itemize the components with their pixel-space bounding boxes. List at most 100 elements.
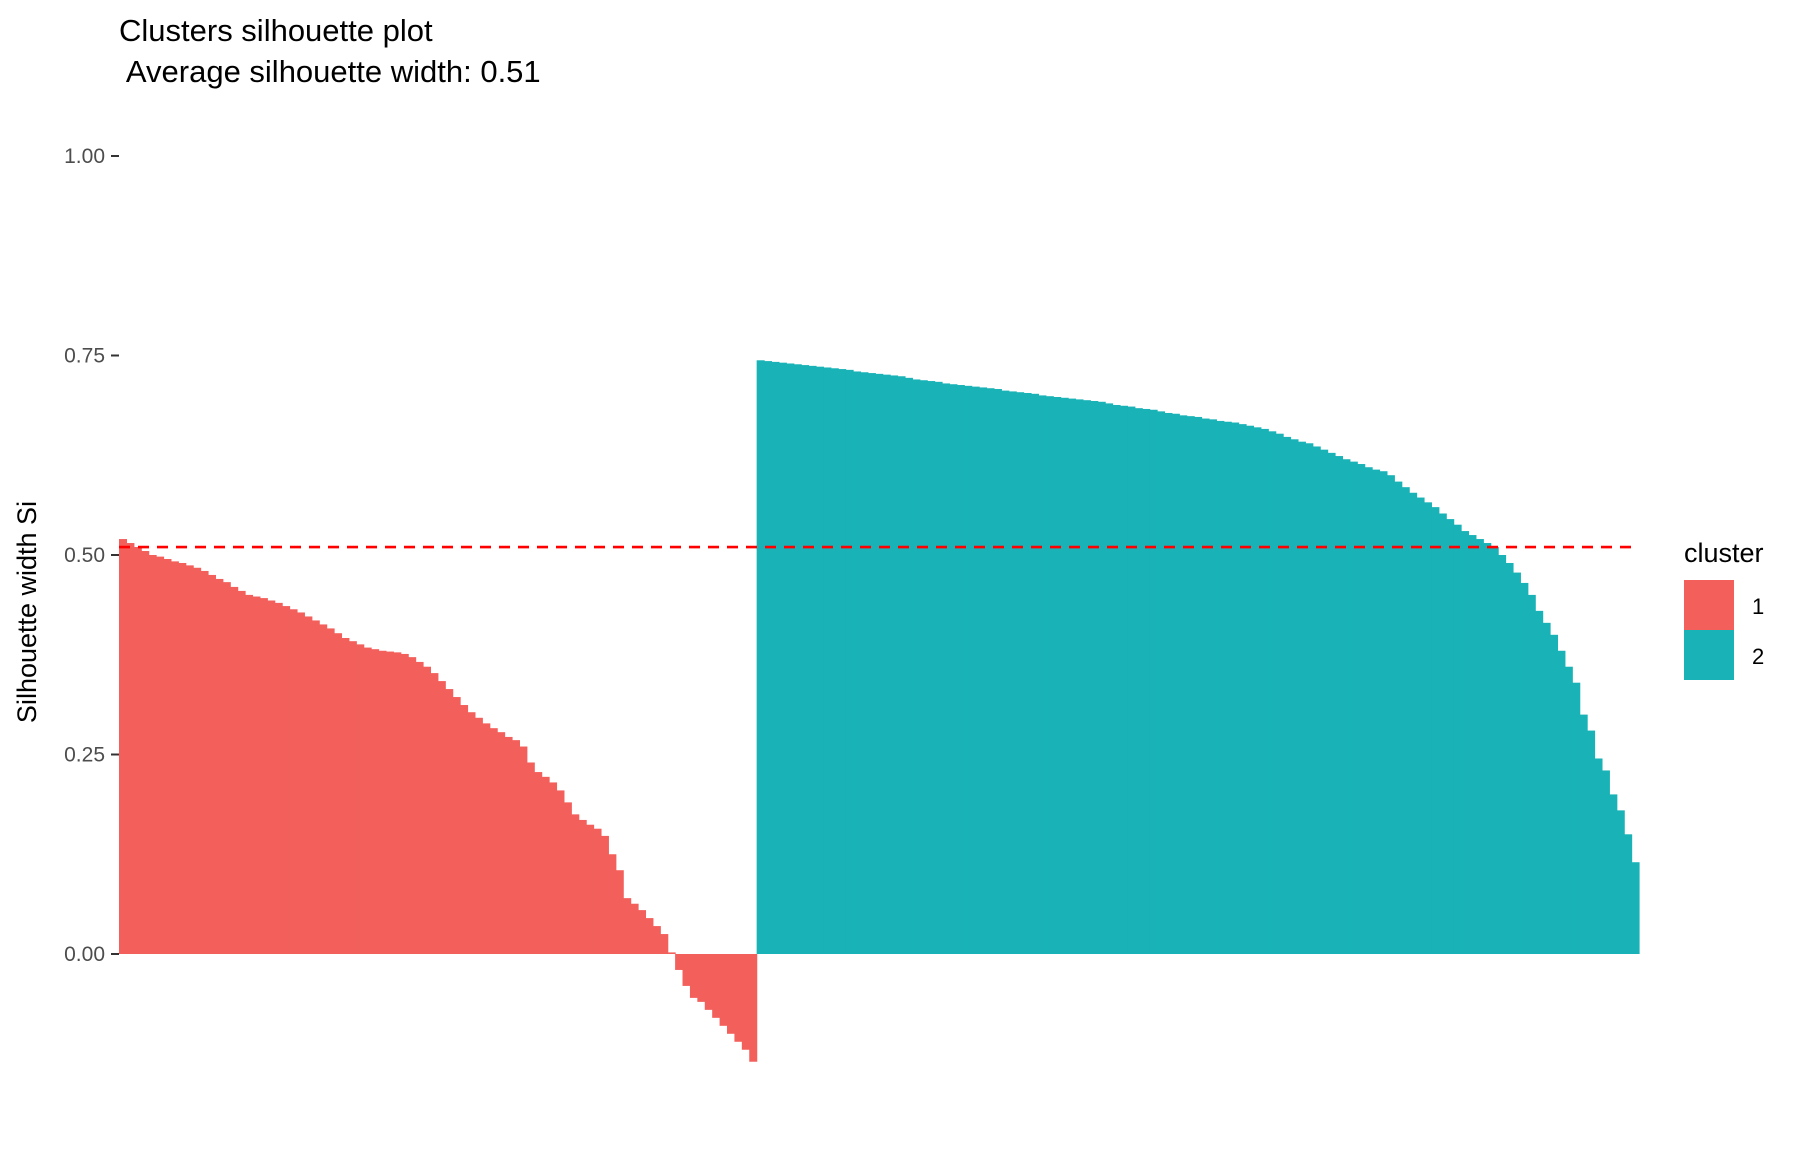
silhouette-bar-cluster-2: [1260, 428, 1269, 954]
silhouette-bar-cluster-1: [712, 954, 721, 1018]
silhouette-bar-cluster-2: [942, 383, 951, 954]
silhouette-bar-cluster-1: [489, 728, 498, 954]
silhouette-bar-cluster-2: [1068, 398, 1077, 955]
silhouette-bar-cluster-2: [1512, 572, 1521, 954]
silhouette-bar-cluster-1: [163, 558, 172, 954]
silhouette-bar-cluster-1: [178, 562, 187, 954]
chart-subtitle: Average silhouette width: 0.51: [119, 54, 541, 89]
silhouette-bar-cluster-2: [1275, 433, 1284, 954]
silhouette-bar-cluster-1: [734, 954, 743, 1042]
silhouette-bar-cluster-2: [1305, 443, 1314, 954]
silhouette-bar-cluster-2: [1564, 666, 1573, 954]
silhouette-bar-cluster-2: [1149, 409, 1158, 954]
silhouette-bar-cluster-1: [437, 681, 446, 954]
silhouette-bar-cluster-2: [875, 373, 884, 955]
silhouette-bar-cluster-2: [1112, 404, 1121, 955]
silhouette-bar-cluster-2: [830, 368, 839, 954]
silhouette-bar-cluster-1: [148, 555, 157, 954]
silhouette-bar-cluster-1: [296, 612, 305, 954]
silhouette-bar-cluster-1: [245, 594, 254, 954]
silhouette-bar-cluster-1: [415, 661, 424, 954]
silhouette-bar-cluster-1: [704, 954, 713, 1010]
silhouette-bar-cluster-1: [534, 772, 543, 954]
silhouette-bar-cluster-2: [1216, 420, 1225, 954]
silhouette-bar-cluster-2: [1468, 535, 1477, 954]
silhouette-bar-cluster-2: [1527, 594, 1536, 954]
silhouette-bar-cluster-1: [608, 854, 617, 954]
silhouette-bar-cluster-2: [1572, 682, 1581, 954]
silhouette-bar-cluster-2: [1386, 475, 1395, 954]
silhouette-bar-cluster-1: [222, 582, 231, 954]
silhouette-bar-cluster-1: [467, 712, 476, 954]
silhouette-bar-cluster-1: [571, 814, 580, 954]
y-axis: 0.00 0.25 0.50 0.75 1.00: [64, 145, 119, 966]
legend: cluster 1 2: [1684, 538, 1764, 680]
silhouette-bar-cluster-1: [423, 666, 432, 954]
silhouette-bar-cluster-1: [675, 954, 684, 970]
legend-key-2: [1684, 630, 1734, 680]
silhouette-bar-cluster-1: [586, 824, 595, 954]
silhouette-bar-cluster-2: [1053, 397, 1062, 954]
silhouette-bar-cluster-2: [934, 381, 943, 955]
silhouette-bar-cluster-2: [1535, 610, 1544, 954]
silhouette-bar-cluster-1: [200, 570, 209, 954]
silhouette-bar-cluster-2: [1290, 439, 1299, 954]
silhouette-bar-cluster-2: [1394, 481, 1403, 954]
silhouette-bar-cluster-2: [1001, 390, 1010, 954]
silhouette-bar-cluster-2: [1082, 400, 1091, 954]
silhouette-bar-cluster-2: [1031, 393, 1040, 954]
silhouette-bar-cluster-2: [1238, 424, 1247, 954]
silhouette-bar-cluster-1: [615, 870, 624, 954]
silhouette-bar-cluster-1: [630, 903, 639, 954]
silhouette-bar-cluster-1: [230, 586, 239, 954]
silhouette-bar-cluster-1: [334, 633, 343, 954]
silhouette-bar-cluster-1: [289, 609, 298, 954]
silhouette-bar-cluster-2: [1416, 497, 1425, 954]
silhouette-bar-cluster-2: [1542, 622, 1551, 954]
silhouette-bar-cluster-2: [1164, 412, 1173, 955]
silhouette-bar-cluster-2: [1379, 471, 1388, 954]
silhouette-bar-cluster-2: [1179, 415, 1188, 955]
silhouette-bar-cluster-2: [1119, 405, 1128, 954]
silhouette-bar-cluster-2: [1134, 408, 1143, 954]
silhouette-bar-cluster-2: [1587, 730, 1596, 954]
silhouette-bar-cluster-2: [1498, 555, 1507, 954]
silhouette-bar-cluster-1: [267, 600, 276, 954]
silhouette-bar-cluster-1: [482, 723, 491, 954]
silhouette-bar-cluster-2: [1579, 714, 1588, 954]
legend-label-2: 2: [1752, 644, 1764, 669]
silhouette-bar-cluster-2: [1312, 446, 1321, 954]
silhouette-bar-cluster-2: [1520, 582, 1529, 954]
silhouette-bar-cluster-2: [1557, 650, 1566, 954]
bars-layer: [119, 360, 1640, 1062]
silhouette-bar-cluster-1: [519, 746, 528, 954]
silhouette-bar-cluster-2: [1624, 834, 1633, 954]
y-tick-label: 1.00: [64, 145, 105, 168]
silhouette-bar-cluster-1: [185, 565, 194, 954]
silhouette-bar-cluster-2: [1490, 547, 1499, 954]
silhouette-bar-cluster-2: [1475, 539, 1484, 954]
silhouette-bar-cluster-2: [1223, 421, 1232, 955]
silhouette-bar-cluster-2: [1357, 464, 1366, 954]
silhouette-bar-cluster-2: [986, 388, 995, 955]
silhouette-bar-cluster-2: [1446, 519, 1455, 954]
silhouette-bar-cluster-1: [541, 776, 550, 954]
silhouette-bar-cluster-1: [682, 954, 691, 986]
silhouette-bar-cluster-1: [170, 561, 179, 954]
silhouette-bar-cluster-2: [1023, 393, 1032, 954]
silhouette-bar-cluster-1: [133, 547, 142, 954]
silhouette-bar-cluster-2: [1342, 459, 1351, 954]
silhouette-bar-cluster-2: [1246, 425, 1255, 955]
silhouette-bar-cluster-1: [578, 819, 587, 954]
silhouette-bar-cluster-2: [1253, 427, 1262, 954]
silhouette-bar-cluster-1: [356, 644, 365, 954]
silhouette-bar-cluster-1: [452, 697, 461, 954]
silhouette-bar-cluster-1: [727, 954, 736, 1034]
silhouette-bar-cluster-1: [304, 616, 313, 954]
silhouette-bar-cluster-2: [860, 372, 869, 954]
silhouette-bar-cluster-2: [1038, 395, 1047, 954]
silhouette-bar-cluster-2: [1438, 513, 1447, 954]
silhouette-bar-cluster-2: [949, 384, 958, 955]
silhouette-bar-cluster-2: [1349, 461, 1358, 954]
